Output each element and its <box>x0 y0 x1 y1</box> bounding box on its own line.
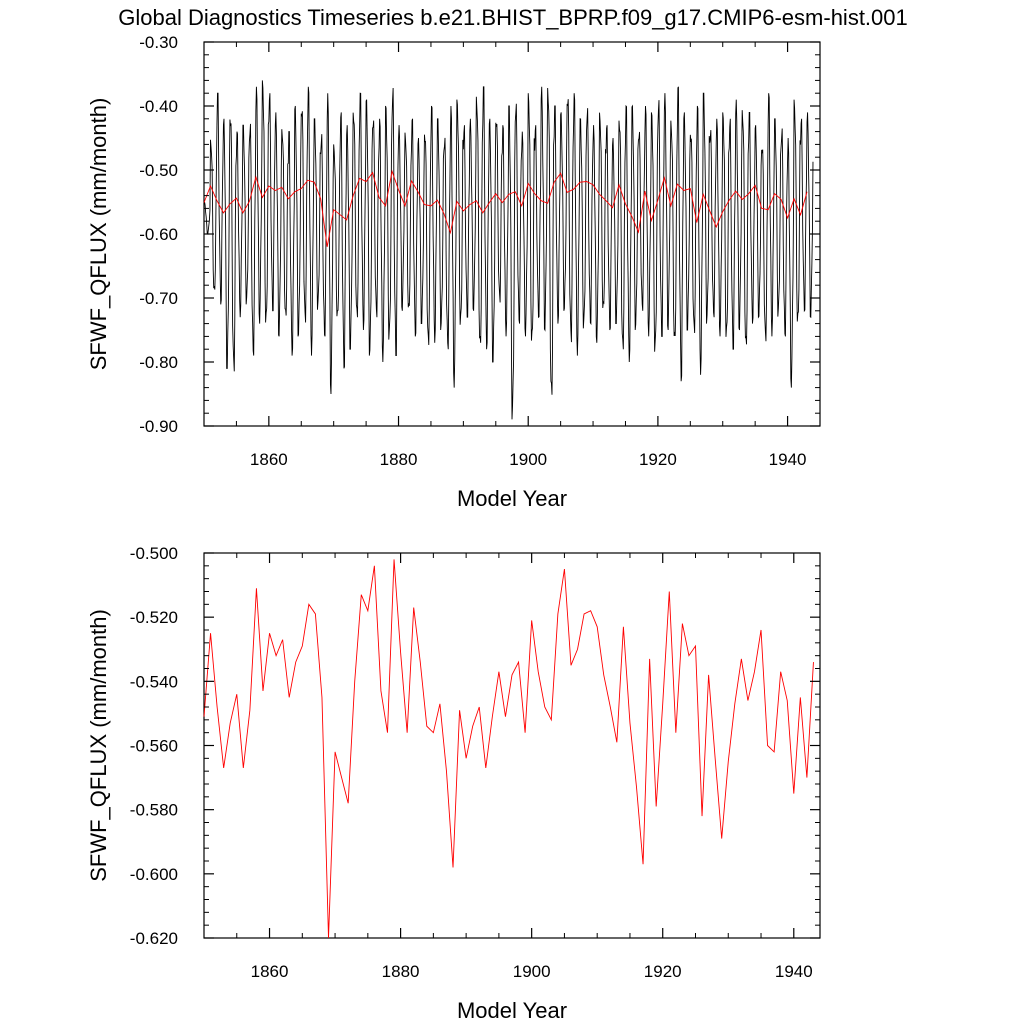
y-tick-label: -0.500 <box>130 544 178 563</box>
y-tick-label: -0.60 <box>139 225 178 244</box>
y-tick-label: -0.40 <box>139 97 178 116</box>
top-panel: 1860 1880 1900 1920 1940 -0.90 -0.80 -0.70 -0.60… <box>86 33 821 511</box>
figure-title: Global Diagnostics Timeseries b.e21.BHIS… <box>118 5 908 30</box>
monthly-series-line <box>203 80 814 420</box>
bottom-panel: 1860 1880 1900 1920 1940 -0.620 -0.600 -0.580 -0… <box>86 544 821 1023</box>
x-tick-label: 1860 <box>250 450 288 469</box>
y-tick-label: -0.30 <box>139 33 178 52</box>
y-axis-label: SFWF_QFLUX (mm/month) <box>86 98 111 371</box>
y-axis-label: SFWF_QFLUX (mm/month) <box>86 609 111 882</box>
x-tick-label: 1880 <box>380 450 418 469</box>
annual-series-line <box>203 169 808 247</box>
x-tick-label: 1940 <box>775 962 813 981</box>
y-tick-label: -0.600 <box>130 865 178 884</box>
x-tick-label: 1940 <box>769 450 807 469</box>
y-tick-label: -0.560 <box>130 737 178 756</box>
x-tick-label: 1900 <box>513 962 551 981</box>
y-tick-label: -0.80 <box>139 353 178 372</box>
x-axis-label: Model Year <box>457 486 567 511</box>
y-tick-label: -0.70 <box>139 289 178 308</box>
annual-series-line <box>203 559 814 939</box>
x-tick-label: 1920 <box>639 450 677 469</box>
x-axis-label: Model Year <box>457 998 567 1023</box>
y-tick-label: -0.620 <box>130 929 178 948</box>
y-tick-label: -0.540 <box>130 672 178 691</box>
y-tick-label: -0.90 <box>139 417 178 436</box>
plot-frame <box>203 552 821 939</box>
x-tick-label: 1860 <box>251 962 289 981</box>
x-tick-label: 1880 <box>382 962 420 981</box>
y-tick-label: -0.580 <box>130 801 178 820</box>
y-tick-label: -0.50 <box>139 161 178 180</box>
x-tick-label: 1900 <box>509 450 547 469</box>
y-tick-label: -0.520 <box>130 608 178 627</box>
x-tick-label: 1920 <box>644 962 682 981</box>
